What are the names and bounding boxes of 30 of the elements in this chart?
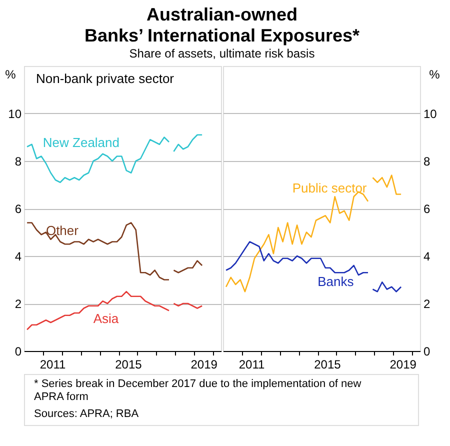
y-tick-label: 0	[424, 344, 430, 358]
series-label: New Zealand	[42, 135, 120, 150]
series-label: Public sector	[292, 180, 368, 196]
y-tick-label: 10	[8, 107, 22, 121]
y-axis-title: %	[5, 68, 16, 82]
y-tick-label: 8	[14, 154, 22, 168]
source-note: Sources: APRA; RBA	[34, 408, 140, 420]
y-tick-label: 2	[424, 297, 430, 311]
y-tick-label: 6	[424, 202, 430, 216]
chart-subtitle: Share of assets, ultimate risk basis	[129, 46, 315, 60]
series-label: Banks	[318, 274, 354, 290]
x-tick-label: 2011	[40, 358, 66, 372]
x-tick-label: 2019	[190, 358, 218, 372]
annotation: Non-bank private sector	[36, 71, 175, 86]
series-label: Other	[46, 223, 80, 238]
y-tick-label: 10	[424, 107, 438, 121]
y-tick-label: 4	[424, 250, 430, 264]
y-tick-label: 4	[14, 250, 22, 264]
y-tick-label: 2	[14, 297, 22, 311]
x-tick-label: 2011	[238, 358, 265, 372]
y-tick-label: 8	[424, 154, 430, 168]
y-axis-title: %	[429, 68, 440, 82]
x-tick-label: 2015	[314, 358, 342, 372]
y-tick-label: 6	[14, 202, 22, 216]
series-label: Asia	[93, 310, 120, 326]
y-tick-label: 0	[14, 344, 22, 358]
text: * Series break in December 2017 due to the implementation of new APRA form	[34, 378, 362, 403]
x-tick-label: 2019	[390, 358, 417, 372]
x-tick-label: 2015	[115, 358, 142, 372]
chart-title: Australian-owned Banks’ International Exposures*	[84, 4, 360, 46]
